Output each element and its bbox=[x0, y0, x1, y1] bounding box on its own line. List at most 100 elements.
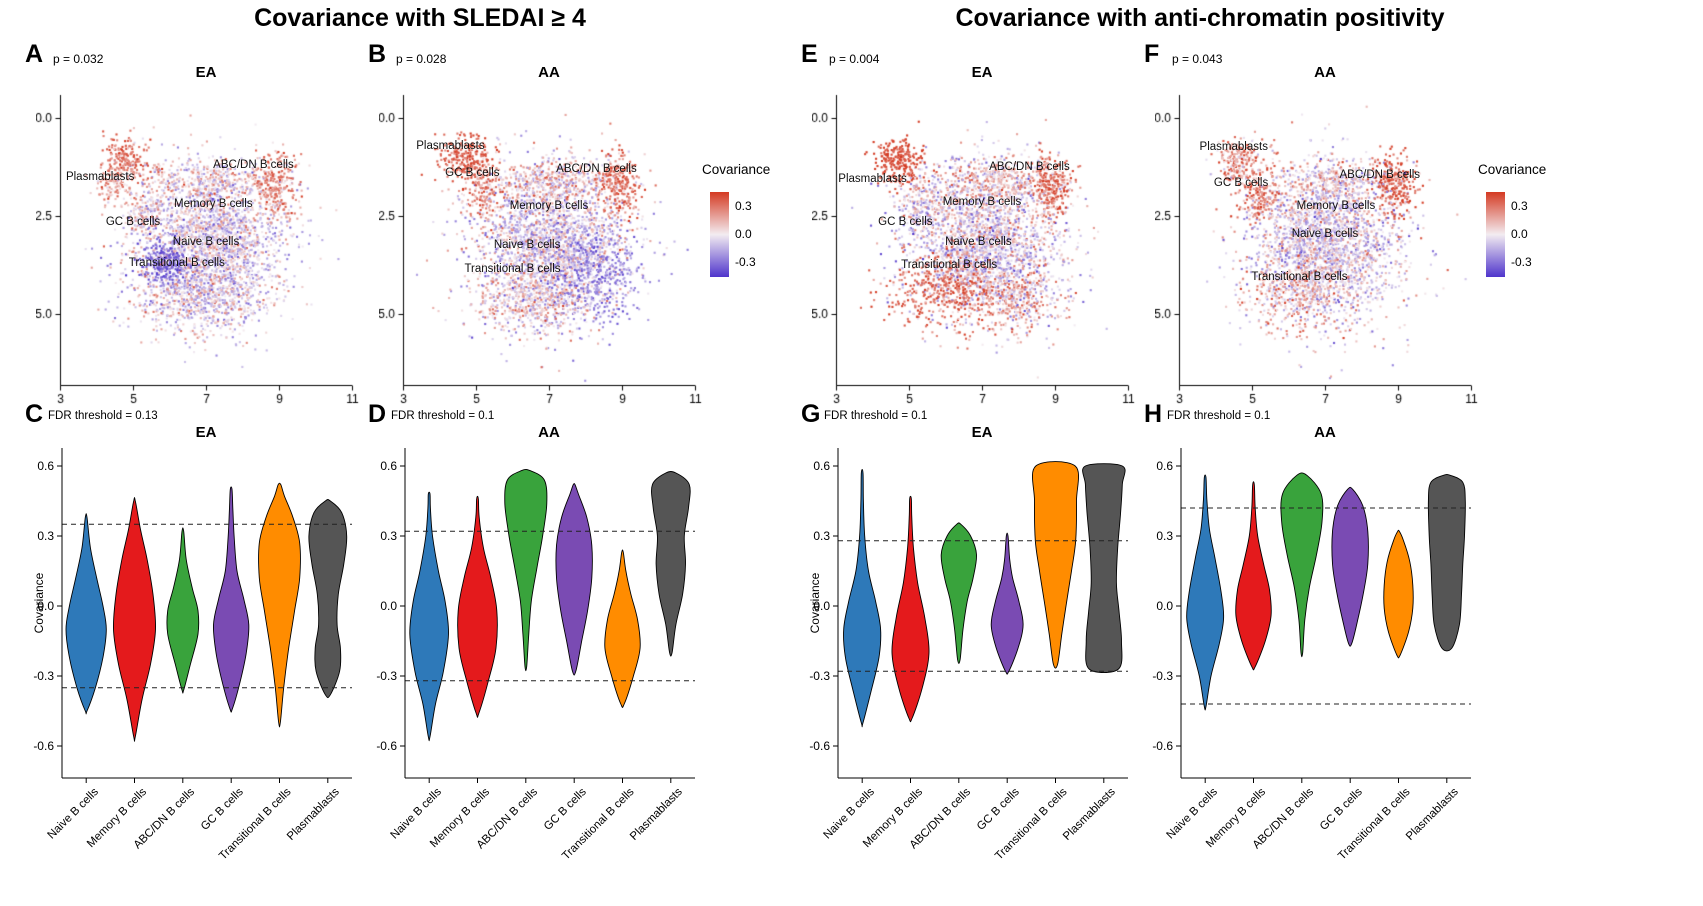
legend-tick-mid: 0.0 bbox=[735, 227, 752, 241]
cluster-label: GC B cells bbox=[878, 215, 933, 228]
cluster-label: Naive B cells bbox=[945, 235, 1012, 248]
y-tick-label: 0.3 bbox=[380, 529, 397, 543]
umap-plot-F bbox=[1155, 90, 1489, 408]
violin-2 bbox=[504, 469, 548, 672]
panel-D: D FDR threshold = 0.1 AA 0.6 0.3 0.0 -0.3 -0… bbox=[363, 400, 708, 900]
violin-5 bbox=[651, 471, 691, 657]
covariance-gradient-bar bbox=[710, 192, 729, 277]
cluster-label: Transitional B cells bbox=[128, 257, 225, 270]
covariance-legend-left: Covariance 0.3 0.0 -0.3 bbox=[700, 162, 820, 292]
x-category-label: GC B cells bbox=[974, 786, 1022, 833]
panel-letter-H: H bbox=[1144, 400, 1163, 428]
violin-0 bbox=[843, 469, 882, 728]
cluster-label: Plasmablasts bbox=[1199, 141, 1268, 154]
violin-plot-C: 0.6 0.3 0.0 -0.3 -0.6 bbox=[33, 448, 352, 783]
violin-3 bbox=[1331, 486, 1369, 647]
p-value-E: p = 0.004 bbox=[829, 52, 880, 66]
y-tick-label: -0.3 bbox=[33, 669, 54, 683]
panel-H: H FDR threshold = 0.1 AA 0.6 0.3 0.0 -0.3 -0… bbox=[1139, 400, 1484, 900]
y-tick-label: -0.3 bbox=[376, 669, 397, 683]
legend-tick-mid: 0.0 bbox=[1511, 227, 1528, 241]
panel-letter-E: E bbox=[801, 40, 818, 68]
cluster-label: Transitional B cells bbox=[464, 262, 561, 275]
cluster-label: Transitional B cells bbox=[1251, 270, 1348, 283]
fdr-text-H: FDR threshold = 0.1 bbox=[1167, 410, 1271, 422]
violin-2 bbox=[166, 527, 200, 694]
violin-4 bbox=[258, 482, 301, 728]
violin-4 bbox=[604, 549, 641, 708]
panel-letter-F: F bbox=[1144, 40, 1160, 68]
cluster-label: Memory B cells bbox=[942, 196, 1022, 209]
legend-tick-high: 0.3 bbox=[735, 199, 752, 213]
panel-B: B p = 0.028 AA Plasmablasts GC B cells ABC… bbox=[363, 40, 713, 408]
covariance-legend-right: Covariance 0.3 0.0 -0.3 bbox=[1476, 162, 1596, 292]
group-title-H: AA bbox=[1314, 424, 1336, 441]
violin-2 bbox=[940, 522, 977, 664]
group-title-F: AA bbox=[1314, 64, 1336, 81]
cluster-label: GC B cells bbox=[105, 215, 161, 228]
group-title-C: EA bbox=[195, 424, 217, 441]
cluster-label: Plasmablasts bbox=[838, 172, 907, 185]
fdr-text-G: FDR threshold = 0.1 bbox=[824, 410, 928, 422]
violin-4 bbox=[1031, 461, 1080, 669]
violin-5 bbox=[308, 499, 348, 699]
x-category-label: Plasmablasts bbox=[1061, 786, 1119, 843]
umap-plot-B bbox=[379, 90, 713, 408]
cluster-label: GC B cells bbox=[1213, 176, 1269, 189]
panel-letter-G: G bbox=[801, 400, 821, 428]
x-category-label: Plasmablasts bbox=[1404, 786, 1462, 843]
legend-tick-high: 0.3 bbox=[1511, 199, 1528, 213]
figure-title-left: Covariance with SLEDAI ≥ 4 bbox=[254, 4, 586, 32]
cluster-label: GC B cells bbox=[445, 166, 500, 179]
fdr-text-D: FDR threshold = 0.1 bbox=[391, 410, 495, 422]
cluster-label: ABC/DN B cells bbox=[1339, 168, 1421, 181]
violin-1 bbox=[112, 497, 157, 742]
violin-1 bbox=[457, 495, 498, 718]
x-category-label: GC B cells bbox=[198, 786, 246, 833]
y-tick-label: 0.0 bbox=[37, 599, 54, 613]
y-tick-label: -0.3 bbox=[1152, 669, 1173, 683]
x-category-label: GC B cells bbox=[1317, 786, 1365, 833]
cluster-label: Naive B cells bbox=[1291, 227, 1359, 240]
p-value-A: p = 0.032 bbox=[53, 52, 104, 66]
violin-2 bbox=[1280, 472, 1324, 658]
p-value-F: p = 0.043 bbox=[1172, 52, 1223, 66]
cluster-label: ABC/DN B cells bbox=[213, 159, 294, 172]
group-title-A: EA bbox=[195, 64, 217, 81]
umap-plot-A bbox=[36, 90, 370, 408]
cluster-label: Transitional B cells bbox=[901, 259, 998, 272]
group-title-G: EA bbox=[971, 424, 993, 441]
y-tick-label: 0.3 bbox=[37, 529, 54, 543]
umap-plot-E bbox=[812, 90, 1146, 408]
panel-C: C FDR threshold = 0.13 EA Covariance 0.6… bbox=[20, 400, 365, 900]
y-tick-label: 0.3 bbox=[813, 529, 830, 543]
y-tick-label: -0.6 bbox=[33, 739, 54, 753]
violin-plot-H: 0.6 0.3 0.0 -0.3 -0.6 bbox=[1152, 448, 1471, 783]
y-tick-label: -0.6 bbox=[1152, 739, 1173, 753]
y-tick-label: 0.6 bbox=[1156, 459, 1173, 473]
cluster-label: Plasmablasts bbox=[416, 139, 485, 152]
violin-0 bbox=[1186, 474, 1225, 711]
violin-plot-D: 0.6 0.3 0.0 -0.3 -0.6 bbox=[376, 448, 695, 783]
violin-5 bbox=[1427, 473, 1466, 652]
cluster-label: ABC/DN B cells bbox=[989, 161, 1070, 174]
cluster-label: Naive B cells bbox=[493, 239, 561, 252]
y-tick-label: -0.3 bbox=[809, 669, 830, 683]
x-category-label: GC B cells bbox=[541, 786, 589, 833]
violin-4 bbox=[1383, 529, 1414, 659]
panel-letter-B: B bbox=[368, 40, 387, 68]
cluster-label: Naive B cells bbox=[172, 235, 240, 248]
cluster-label: Plasmablasts bbox=[65, 170, 135, 183]
legend-title: Covariance bbox=[702, 162, 771, 177]
figure-title-right: Covariance with anti-chromatin positivit… bbox=[955, 4, 1445, 32]
y-tick-label: 0.0 bbox=[380, 599, 397, 613]
y-tick-label: -0.6 bbox=[376, 739, 397, 753]
panel-A: A p = 0.032 EA Plasmablasts ABC/DN B cell… bbox=[20, 40, 370, 408]
violin-1 bbox=[1235, 481, 1272, 671]
panel-E: E p = 0.004 EA Plasmablasts ABC/DN B cell… bbox=[796, 40, 1146, 408]
y-tick-label: 0.0 bbox=[1156, 599, 1173, 613]
y-tick-label: 0.6 bbox=[37, 459, 54, 473]
violin-3 bbox=[212, 486, 250, 713]
cluster-label: Memory B cells bbox=[1296, 200, 1376, 213]
group-title-B: AA bbox=[538, 64, 560, 81]
